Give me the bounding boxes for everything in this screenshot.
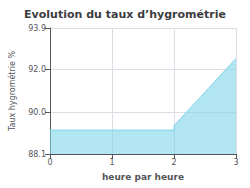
svg-text:Evolution du taux d’hygrométri: Evolution du taux d’hygrométrie — [24, 8, 226, 21]
svg-text:88.1: 88.1 — [28, 150, 46, 159]
svg-text:3: 3 — [233, 158, 238, 167]
svg-text:93.9: 93.9 — [28, 24, 46, 33]
svg-text:0: 0 — [47, 158, 52, 167]
svg-text:92.0: 92.0 — [28, 65, 46, 74]
svg-text:2: 2 — [171, 158, 176, 167]
svg-text:heure par heure: heure par heure — [102, 172, 184, 182]
svg-text:Taux hygrométrie %: Taux hygrométrie % — [7, 51, 17, 133]
svg-text:90.0: 90.0 — [28, 108, 46, 117]
svg-text:1: 1 — [109, 158, 114, 167]
